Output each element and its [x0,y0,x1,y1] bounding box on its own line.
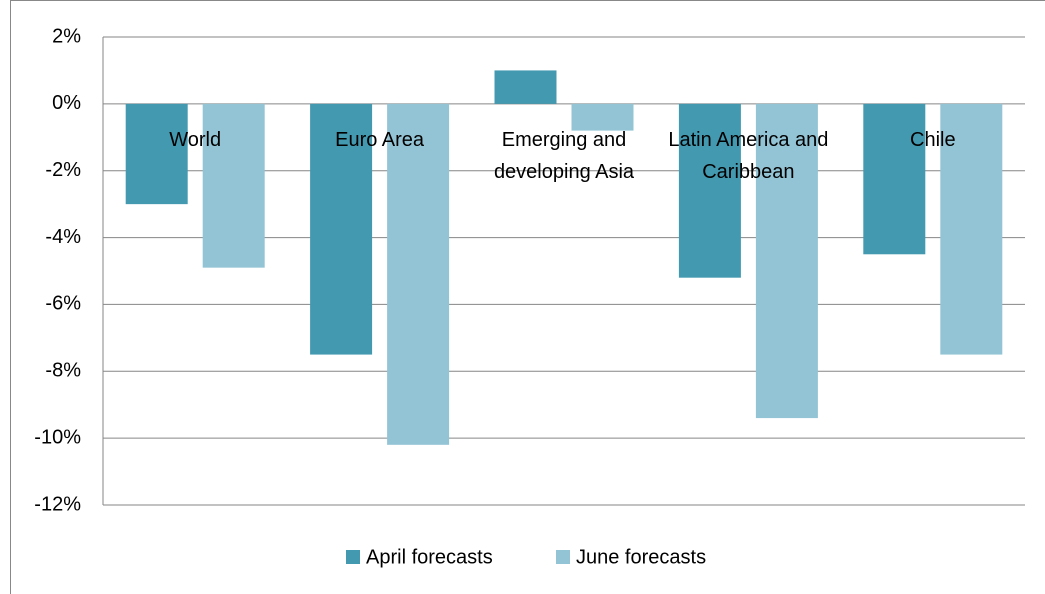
bar [940,103,1003,355]
bar [202,103,265,268]
x-tick-label: Euro Area [335,129,425,151]
x-tick-label: World [169,129,222,151]
y-tick-label: -12% [34,493,81,515]
bar [863,103,926,255]
y-tick-label: -4% [45,226,81,248]
x-tick-label: Chile [910,129,956,151]
legend-swatch [556,550,570,564]
y-tick-label: -10% [34,426,81,448]
x-tick-label: Latin America and Caribbean [668,129,829,183]
bar [125,103,188,205]
y-tick-label: 0% [52,92,81,114]
chart-border [10,0,1045,594]
bar [571,103,634,131]
legend-label: April forecasts [366,546,493,568]
y-tick-label: -8% [45,360,81,382]
bar [310,103,373,355]
legend-swatch [346,550,360,564]
bar [755,103,818,419]
y-tick-label: 2% [52,25,81,47]
x-tick-label: Emerging and developing Asia [493,129,635,183]
bar [387,103,450,445]
bar [678,103,741,278]
y-tick-label: -6% [45,293,81,315]
legend-label: June forecasts [576,546,706,568]
y-tick-label: -2% [45,159,81,181]
bar [494,70,557,104]
